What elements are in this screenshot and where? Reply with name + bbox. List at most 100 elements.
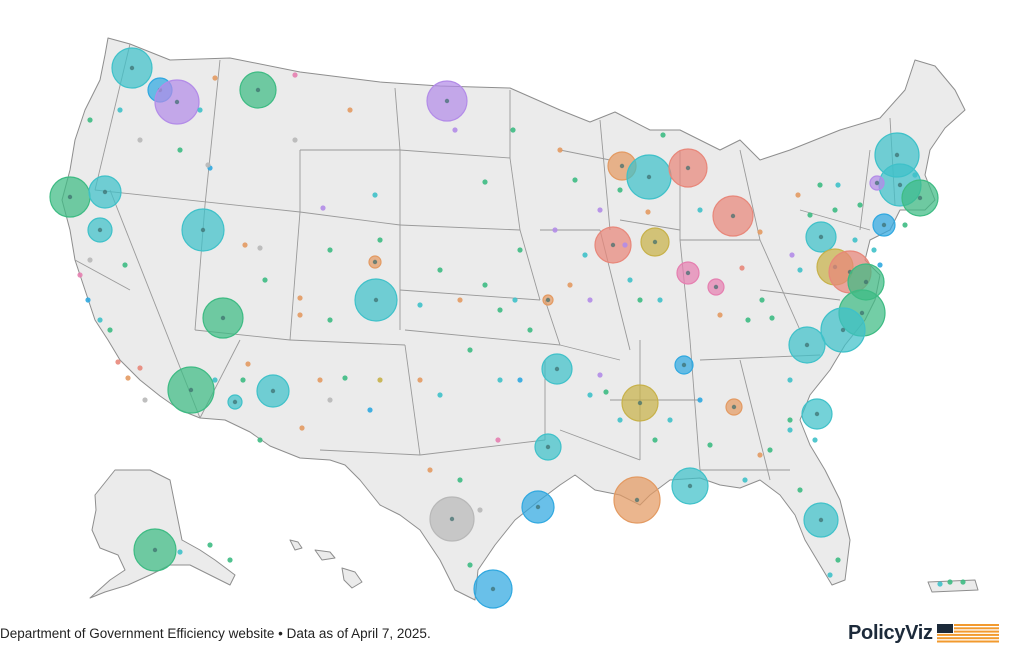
facility-center-dot bbox=[818, 517, 824, 523]
facility-dot bbox=[797, 487, 803, 493]
facility-center-dot bbox=[713, 284, 719, 290]
facility-dot bbox=[960, 579, 966, 585]
state-boundary-line bbox=[204, 59, 221, 206]
facility-dot bbox=[227, 557, 233, 563]
facility-center-dot bbox=[687, 483, 693, 489]
facility-bubbles bbox=[49, 47, 966, 609]
facility-center-dot bbox=[610, 242, 616, 248]
facility-center-dot bbox=[535, 504, 541, 510]
facility-dot bbox=[835, 182, 841, 188]
facility-center-dot bbox=[152, 547, 158, 553]
facility-dot bbox=[835, 557, 841, 563]
facility-dot bbox=[320, 205, 326, 211]
facility-center-dot bbox=[646, 174, 652, 180]
facility-dot bbox=[495, 437, 501, 443]
facility-dot bbox=[617, 187, 623, 193]
state-boundary-line bbox=[739, 149, 761, 241]
facility-dot bbox=[327, 317, 333, 323]
facility-dot bbox=[327, 397, 333, 403]
facility-dot bbox=[297, 312, 303, 318]
facility-dot bbox=[852, 237, 858, 243]
facility-dot bbox=[657, 297, 663, 303]
facility-dot bbox=[567, 282, 573, 288]
facility-dot bbox=[85, 297, 91, 303]
state-boundary-line bbox=[519, 229, 541, 301]
facility-dot bbox=[832, 207, 838, 213]
facility-dot bbox=[137, 137, 143, 143]
state-boundary-line bbox=[94, 189, 301, 213]
facility-dot bbox=[717, 312, 723, 318]
facility-dot bbox=[787, 377, 793, 383]
flag-stripe bbox=[953, 630, 999, 633]
facility-dot bbox=[87, 257, 93, 263]
facility-dot bbox=[347, 107, 353, 113]
facility-center-dot bbox=[859, 310, 865, 316]
facility-dot bbox=[87, 117, 93, 123]
state-boundary-line bbox=[509, 157, 521, 231]
facility-dot bbox=[257, 245, 263, 251]
facility-dot bbox=[427, 467, 433, 473]
facility-dot bbox=[142, 397, 148, 403]
facility-dot bbox=[912, 172, 918, 178]
facility-dot bbox=[947, 579, 953, 585]
facility-center-dot bbox=[102, 189, 108, 195]
facility-dot bbox=[582, 252, 588, 258]
facility-dot bbox=[125, 375, 131, 381]
facility-center-dot bbox=[818, 234, 824, 240]
facility-dot bbox=[367, 407, 373, 413]
state-boundary-line bbox=[404, 344, 421, 456]
flag-stripes-icon bbox=[936, 624, 999, 643]
facility-dot bbox=[597, 372, 603, 378]
facility-center-dot bbox=[730, 213, 736, 219]
facility-dot bbox=[437, 267, 443, 273]
facility-dot bbox=[242, 242, 248, 248]
facility-dot bbox=[552, 227, 558, 233]
state-boundary-line bbox=[394, 87, 401, 151]
facility-dot bbox=[745, 317, 751, 323]
facility-dot bbox=[417, 302, 423, 308]
facility-dot bbox=[457, 477, 463, 483]
facility-dot bbox=[871, 247, 877, 253]
facility-dot bbox=[177, 147, 183, 153]
state-boundary-line bbox=[399, 224, 521, 231]
facility-dot bbox=[795, 192, 801, 198]
facility-dot bbox=[517, 247, 523, 253]
facility-dot bbox=[645, 209, 651, 215]
facility-dot bbox=[297, 295, 303, 301]
facility-center-dot bbox=[840, 327, 846, 333]
state-boundary-line bbox=[559, 149, 611, 161]
facility-center-dot bbox=[634, 497, 640, 503]
facility-center-dot bbox=[372, 259, 378, 265]
facility-dot bbox=[107, 327, 113, 333]
facility-dot bbox=[452, 127, 458, 133]
state-boundary-line bbox=[759, 289, 841, 301]
facility-center-dot bbox=[894, 152, 900, 158]
facility-center-dot bbox=[619, 163, 625, 169]
facility-center-dot bbox=[554, 366, 560, 372]
facility-center-dot bbox=[255, 87, 261, 93]
state-boundary-line bbox=[399, 149, 511, 159]
facility-center-dot bbox=[874, 180, 880, 186]
facility-dot bbox=[97, 317, 103, 323]
state-boundary-line bbox=[599, 119, 611, 231]
facility-center-dot bbox=[67, 194, 73, 200]
facility-dot bbox=[212, 377, 218, 383]
facility-dot bbox=[739, 265, 745, 271]
facility-dot bbox=[707, 442, 713, 448]
facility-dot bbox=[787, 427, 793, 433]
facility-dot bbox=[205, 162, 211, 168]
facility-center-dot bbox=[490, 586, 496, 592]
facility-dot bbox=[697, 397, 703, 403]
facility-center-dot bbox=[897, 182, 903, 188]
facility-dot bbox=[767, 447, 773, 453]
facility-dot bbox=[817, 182, 823, 188]
facility-center-dot bbox=[545, 297, 551, 303]
facility-dot bbox=[467, 347, 473, 353]
state-boundary-line bbox=[619, 219, 681, 231]
state-boundary-line bbox=[679, 239, 691, 341]
facility-dot bbox=[212, 75, 218, 81]
facility-dot bbox=[372, 192, 378, 198]
facility-dot bbox=[317, 377, 323, 383]
facility-dot bbox=[115, 359, 121, 365]
